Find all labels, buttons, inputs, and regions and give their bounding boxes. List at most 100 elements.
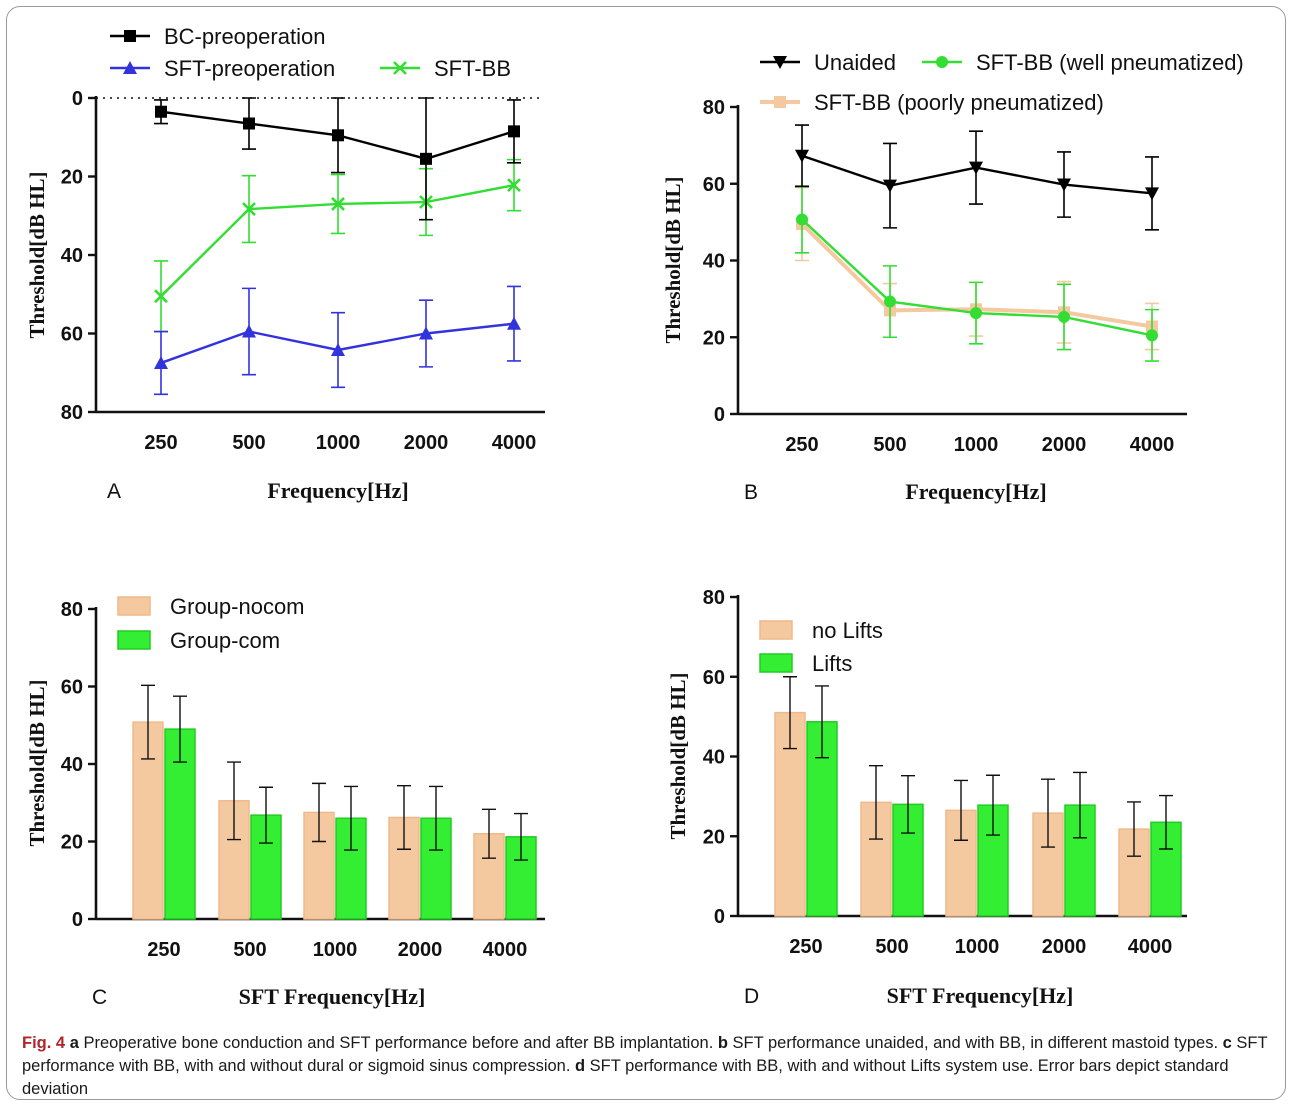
y-tick-label: 20 xyxy=(703,327,725,349)
legend-label: SFT-BB (well pneumatized) xyxy=(976,50,1244,75)
caption-text-a: Preoperative bone conduction and SFT per… xyxy=(78,1034,718,1052)
legend-marker xyxy=(774,96,786,108)
error-bar xyxy=(815,685,829,759)
error-bar xyxy=(986,774,1000,836)
panel-letter: D xyxy=(744,985,759,1008)
error-bar xyxy=(173,695,187,763)
x-tick-label: 500 xyxy=(232,432,265,454)
y-tick-label: 0 xyxy=(72,909,83,931)
legend-marker xyxy=(124,30,136,42)
x-tick-label: 2000 xyxy=(404,432,449,454)
y-axis-title: Threshold[dB HL] xyxy=(25,171,49,338)
x-tick-label: 500 xyxy=(875,936,908,958)
legend-entry-0: Unaided xyxy=(760,50,896,75)
x-tick-label: 1000 xyxy=(316,432,361,454)
error-bar xyxy=(1041,778,1055,848)
error-bar xyxy=(783,676,797,750)
data-point xyxy=(154,355,168,369)
y-tick-label: 60 xyxy=(703,667,725,689)
legend-label: SFT-BB (poorly pneumatized) xyxy=(814,90,1104,115)
x-tick-label: 2000 xyxy=(1042,434,1087,456)
legend-label: no Lifts xyxy=(812,618,883,643)
error-bar xyxy=(1127,801,1141,857)
x-axis-title: Frequency[Hz] xyxy=(905,479,1046,504)
legend-marker xyxy=(936,56,948,68)
legend-label: SFT-preoperation xyxy=(164,56,335,81)
chart-panel-a: 0 20 40 60 80 250 500 1000 2000 4000 Threshold[dB … xyxy=(25,24,545,503)
error-bar xyxy=(1073,771,1087,839)
x-tick-label: 2000 xyxy=(1042,936,1087,958)
figure-frame xyxy=(6,6,1286,1100)
x-axis-title: SFT Frequency[Hz] xyxy=(887,983,1074,1008)
x-tick-label: 1000 xyxy=(954,434,999,456)
x-tick-label: 2000 xyxy=(398,939,443,961)
y-tick-label: 80 xyxy=(61,402,83,424)
data-point xyxy=(507,316,521,330)
y-tick-label: 60 xyxy=(703,174,725,196)
caption-text-d: SFT performance with BB, with and withou… xyxy=(22,1057,1229,1098)
y-tick-label: 60 xyxy=(61,324,83,346)
y-tick-label: 40 xyxy=(61,754,83,776)
y-tick-label: 20 xyxy=(703,826,725,848)
caption-text-c: SFT performance with BB, with and withou… xyxy=(22,1034,1268,1075)
error-bar xyxy=(901,774,915,834)
data-point xyxy=(155,105,167,118)
error-bar xyxy=(312,782,326,843)
y-tick-label: 60 xyxy=(61,677,83,699)
y-tick-label: 40 xyxy=(703,747,725,769)
data-point xyxy=(242,202,256,216)
x-axis-title: SFT Frequency[Hz] xyxy=(239,984,426,1009)
data-point xyxy=(883,179,897,193)
error-bar xyxy=(344,785,358,851)
legend-label: Lifts xyxy=(812,651,852,676)
legend-marker xyxy=(773,56,787,69)
chart-panel-d: 0 20 40 60 80 250 500 1000 2000 4000 Threshold[dB … xyxy=(666,587,1187,1008)
error-bar xyxy=(429,785,443,851)
y-tick-label: 40 xyxy=(61,245,83,267)
y-tick-label: 0 xyxy=(72,88,83,110)
series-0 xyxy=(795,124,1159,231)
caption-text-b: SFT performance unaided, and with BB, in… xyxy=(727,1034,1223,1052)
caption-letter-d: d xyxy=(575,1057,586,1075)
x-tick-label: 500 xyxy=(233,939,266,961)
legend-entry-1: SFT-preoperation xyxy=(110,56,335,81)
data-point xyxy=(507,178,521,193)
legend-marker xyxy=(393,61,407,75)
legend-entry-0: no Lifts xyxy=(759,618,883,643)
y-axis-title: Threshold[dB HL] xyxy=(661,176,685,343)
series-0 xyxy=(132,684,505,920)
series-0 xyxy=(774,676,1150,917)
data-point xyxy=(331,197,345,211)
error-bar xyxy=(514,812,528,861)
legend-label: Unaided xyxy=(814,50,896,75)
data-point xyxy=(796,213,808,226)
caption-letter-c: c xyxy=(1222,1034,1232,1052)
x-tick-label: 250 xyxy=(144,432,177,454)
figure-caption: Fig. 4 a Preoperative bone conduction an… xyxy=(22,1032,1272,1101)
series-line xyxy=(801,154,1153,195)
data-point xyxy=(331,342,345,356)
x-tick-label: 4000 xyxy=(483,939,528,961)
caption-part-d: d SFT performance with BB, with and with… xyxy=(22,1057,1229,1098)
y-axis-title: Threshold[dB HL] xyxy=(25,679,49,846)
chart-panel-b: 0 20 40 60 80 250 500 1000 2000 4000 Threshold[dB … xyxy=(661,50,1244,504)
data-point xyxy=(1058,310,1070,323)
legend-entry-0: BC-preoperation xyxy=(110,24,325,49)
panel-letter: C xyxy=(92,986,107,1009)
series-2 xyxy=(154,158,521,333)
legend-marker xyxy=(123,61,137,74)
y-tick-label: 0 xyxy=(714,906,725,928)
y-tick-label: 40 xyxy=(703,251,725,273)
legend-swatch xyxy=(759,620,793,640)
legend-label: Group-nocom xyxy=(170,594,305,619)
error-bar xyxy=(954,779,968,841)
legend-label: BC-preoperation xyxy=(164,24,325,49)
caption-letter-a: a xyxy=(69,1034,79,1052)
legend-swatch xyxy=(759,653,793,673)
x-tick-label: 4000 xyxy=(492,432,537,454)
x-tick-label: 250 xyxy=(789,936,822,958)
caption-part-a: a Preoperative bone conduction and SFT p… xyxy=(70,1034,718,1052)
data-point xyxy=(1145,187,1159,201)
y-tick-label: 20 xyxy=(61,167,83,189)
legend-entry-1: SFT-BB (well pneumatized) xyxy=(922,50,1244,75)
